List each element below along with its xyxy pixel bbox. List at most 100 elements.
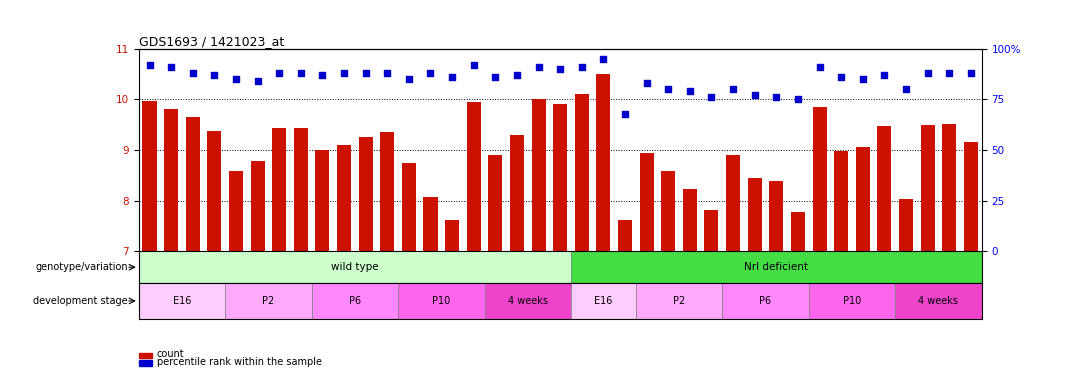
Text: genotype/variation: genotype/variation <box>35 262 128 272</box>
Bar <box>484 283 571 319</box>
Bar <box>639 153 654 251</box>
Bar <box>899 199 913 251</box>
Bar <box>704 210 718 251</box>
Bar <box>942 124 956 251</box>
Point <box>682 88 699 94</box>
Bar <box>895 283 982 319</box>
Point <box>919 70 936 76</box>
Point <box>292 70 309 76</box>
Bar <box>748 178 762 251</box>
Point <box>314 72 331 78</box>
Bar <box>856 147 870 251</box>
Bar <box>272 128 286 251</box>
Bar <box>726 155 740 251</box>
Bar <box>877 126 891 251</box>
Text: Nrl deficient: Nrl deficient <box>745 262 809 272</box>
Point <box>249 78 266 84</box>
Point <box>897 86 914 92</box>
Bar <box>489 155 503 251</box>
Point <box>162 64 179 70</box>
Point <box>379 70 396 76</box>
Bar <box>225 283 312 319</box>
Text: count: count <box>157 350 185 359</box>
Bar <box>510 135 524 251</box>
Bar <box>553 104 568 251</box>
Bar <box>809 283 895 319</box>
Bar <box>596 74 610 251</box>
Point <box>595 56 612 62</box>
Bar <box>769 182 783 251</box>
Bar <box>964 142 977 251</box>
Bar <box>812 107 827 251</box>
Bar <box>139 283 225 319</box>
Bar <box>139 251 571 283</box>
Text: E16: E16 <box>594 296 612 306</box>
Bar <box>531 99 545 251</box>
Point <box>811 64 828 70</box>
Point <box>357 70 375 76</box>
Bar <box>251 160 265 251</box>
Bar <box>834 151 848 251</box>
Bar <box>662 171 675 251</box>
Bar <box>445 220 459 251</box>
Bar <box>293 128 308 251</box>
Text: E16: E16 <box>173 296 191 306</box>
Point <box>141 62 158 68</box>
Bar <box>791 212 805 251</box>
Text: wild type: wild type <box>331 262 379 272</box>
Point <box>832 74 849 80</box>
Bar <box>575 94 589 251</box>
Point <box>790 96 807 102</box>
Point <box>638 80 655 86</box>
Bar <box>424 196 437 251</box>
Point <box>703 94 720 100</box>
Text: P6: P6 <box>760 296 771 306</box>
Point <box>962 70 980 76</box>
Point <box>400 76 417 82</box>
Point <box>746 92 763 98</box>
Point <box>508 72 525 78</box>
Bar <box>207 131 221 251</box>
Text: 4 weeks: 4 weeks <box>508 296 547 306</box>
Text: P10: P10 <box>432 296 450 306</box>
Bar <box>380 132 395 251</box>
Bar <box>312 283 398 319</box>
Point <box>659 86 676 92</box>
Bar <box>571 251 982 283</box>
Text: P6: P6 <box>349 296 361 306</box>
Point <box>185 70 202 76</box>
Bar <box>636 283 722 319</box>
Bar <box>337 145 351 251</box>
Point <box>552 66 569 72</box>
Point <box>487 74 504 80</box>
Point <box>335 70 352 76</box>
Point <box>444 74 461 80</box>
Bar <box>164 109 178 251</box>
Point <box>876 72 893 78</box>
Text: P2: P2 <box>673 296 685 306</box>
Bar <box>398 283 484 319</box>
Bar <box>143 101 157 251</box>
Text: P2: P2 <box>262 296 274 306</box>
Text: P10: P10 <box>843 296 861 306</box>
Bar <box>466 102 481 251</box>
Point <box>855 76 872 82</box>
Bar <box>722 283 809 319</box>
Bar <box>359 137 372 251</box>
Bar <box>186 117 200 251</box>
Point <box>421 70 439 76</box>
Point <box>271 70 288 76</box>
Point <box>941 70 958 76</box>
Text: 4 weeks: 4 weeks <box>919 296 958 306</box>
Bar <box>402 163 416 251</box>
Point <box>573 64 590 70</box>
Text: development stage: development stage <box>33 296 128 306</box>
Bar <box>921 124 935 251</box>
Bar <box>229 171 243 251</box>
Bar <box>316 150 330 251</box>
Point <box>227 76 244 82</box>
Bar <box>683 189 697 251</box>
Bar <box>618 220 632 251</box>
Point <box>724 86 742 92</box>
Point <box>617 111 634 117</box>
